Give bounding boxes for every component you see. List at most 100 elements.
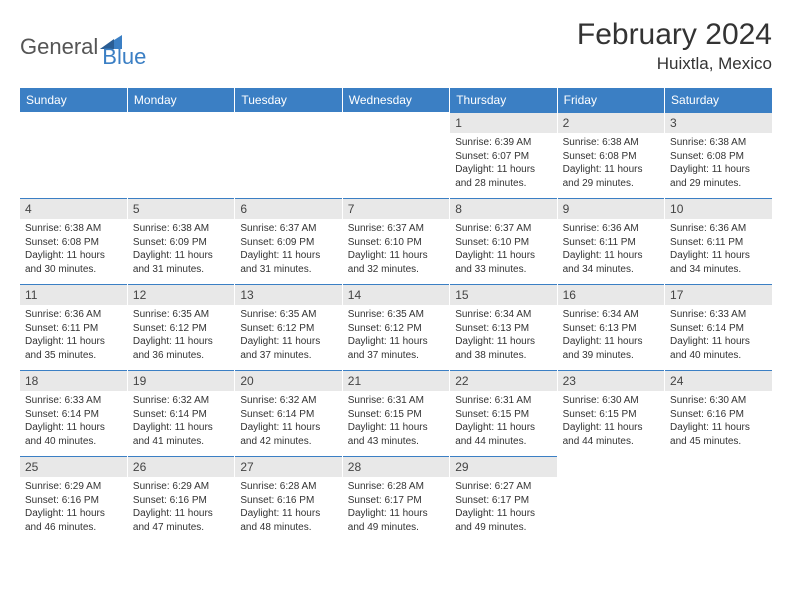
calendar-cell: 15Sunrise: 6:34 AMSunset: 6:13 PMDayligh… bbox=[450, 284, 557, 370]
day-number: 3 bbox=[665, 112, 772, 133]
daylight-line: Daylight: 11 hours and 29 minutes. bbox=[670, 163, 767, 190]
day-details: Sunrise: 6:28 AMSunset: 6:16 PMDaylight:… bbox=[235, 477, 341, 539]
sunset-line: Sunset: 6:08 PM bbox=[670, 150, 767, 164]
day-number: 20 bbox=[235, 370, 341, 391]
calendar-cell: 26Sunrise: 6:29 AMSunset: 6:16 PMDayligh… bbox=[127, 456, 234, 542]
calendar-cell: 12Sunrise: 6:35 AMSunset: 6:12 PMDayligh… bbox=[127, 284, 234, 370]
sunrise-line: Sunrise: 6:39 AM bbox=[455, 136, 551, 150]
day-number: 28 bbox=[343, 456, 449, 477]
calendar-cell: 11Sunrise: 6:36 AMSunset: 6:11 PMDayligh… bbox=[20, 284, 127, 370]
day-number: 29 bbox=[450, 456, 556, 477]
calendar-cell bbox=[665, 456, 772, 542]
day-details: Sunrise: 6:31 AMSunset: 6:15 PMDaylight:… bbox=[450, 391, 556, 453]
sunrise-line: Sunrise: 6:29 AM bbox=[25, 480, 122, 494]
calendar-cell: 7Sunrise: 6:37 AMSunset: 6:10 PMDaylight… bbox=[342, 198, 449, 284]
sunrise-line: Sunrise: 6:28 AM bbox=[240, 480, 336, 494]
sunset-line: Sunset: 6:13 PM bbox=[563, 322, 659, 336]
day-number: 17 bbox=[665, 284, 772, 305]
sunrise-line: Sunrise: 6:37 AM bbox=[348, 222, 444, 236]
day-details: Sunrise: 6:38 AMSunset: 6:08 PMDaylight:… bbox=[20, 219, 127, 281]
day-details: Sunrise: 6:35 AMSunset: 6:12 PMDaylight:… bbox=[235, 305, 341, 367]
day-details: Sunrise: 6:35 AMSunset: 6:12 PMDaylight:… bbox=[128, 305, 234, 367]
calendar-cell: 22Sunrise: 6:31 AMSunset: 6:15 PMDayligh… bbox=[450, 370, 557, 456]
sunrise-line: Sunrise: 6:38 AM bbox=[25, 222, 122, 236]
day-number: 16 bbox=[558, 284, 664, 305]
sunrise-line: Sunrise: 6:36 AM bbox=[25, 308, 122, 322]
day-details: Sunrise: 6:30 AMSunset: 6:16 PMDaylight:… bbox=[665, 391, 772, 453]
header: General Blue February 2024 Huixtla, Mexi… bbox=[20, 18, 772, 74]
sunrise-line: Sunrise: 6:30 AM bbox=[670, 394, 767, 408]
sunrise-line: Sunrise: 6:32 AM bbox=[240, 394, 336, 408]
day-details: Sunrise: 6:31 AMSunset: 6:15 PMDaylight:… bbox=[343, 391, 449, 453]
calendar-cell: 14Sunrise: 6:35 AMSunset: 6:12 PMDayligh… bbox=[342, 284, 449, 370]
weekday-header: Thursday bbox=[450, 88, 557, 112]
daylight-line: Daylight: 11 hours and 40 minutes. bbox=[25, 421, 122, 448]
sunset-line: Sunset: 6:15 PM bbox=[348, 408, 444, 422]
logo-text-general: General bbox=[20, 34, 98, 60]
daylight-line: Daylight: 11 hours and 34 minutes. bbox=[670, 249, 767, 276]
day-details: Sunrise: 6:28 AMSunset: 6:17 PMDaylight:… bbox=[343, 477, 449, 539]
day-number: 21 bbox=[343, 370, 449, 391]
daylight-line: Daylight: 11 hours and 33 minutes. bbox=[455, 249, 551, 276]
daylight-line: Daylight: 11 hours and 37 minutes. bbox=[240, 335, 336, 362]
calendar-row: 18Sunrise: 6:33 AMSunset: 6:14 PMDayligh… bbox=[20, 370, 772, 456]
day-number: 11 bbox=[20, 284, 127, 305]
day-details: Sunrise: 6:29 AMSunset: 6:16 PMDaylight:… bbox=[128, 477, 234, 539]
weekday-header-row: Sunday Monday Tuesday Wednesday Thursday… bbox=[20, 88, 772, 112]
day-details: Sunrise: 6:35 AMSunset: 6:12 PMDaylight:… bbox=[343, 305, 449, 367]
daylight-line: Daylight: 11 hours and 43 minutes. bbox=[348, 421, 444, 448]
daylight-line: Daylight: 11 hours and 47 minutes. bbox=[133, 507, 229, 534]
day-details: Sunrise: 6:38 AMSunset: 6:08 PMDaylight:… bbox=[665, 133, 772, 195]
sunrise-line: Sunrise: 6:34 AM bbox=[455, 308, 551, 322]
day-number: 6 bbox=[235, 198, 341, 219]
sunset-line: Sunset: 6:10 PM bbox=[348, 236, 444, 250]
day-number: 18 bbox=[20, 370, 127, 391]
calendar-cell: 18Sunrise: 6:33 AMSunset: 6:14 PMDayligh… bbox=[20, 370, 127, 456]
day-number: 24 bbox=[665, 370, 772, 391]
daylight-line: Daylight: 11 hours and 30 minutes. bbox=[25, 249, 122, 276]
day-details: Sunrise: 6:33 AMSunset: 6:14 PMDaylight:… bbox=[20, 391, 127, 453]
calendar-body: 1Sunrise: 6:39 AMSunset: 6:07 PMDaylight… bbox=[20, 112, 772, 542]
day-number: 25 bbox=[20, 456, 127, 477]
sunset-line: Sunset: 6:15 PM bbox=[455, 408, 551, 422]
day-details: Sunrise: 6:29 AMSunset: 6:16 PMDaylight:… bbox=[20, 477, 127, 539]
day-details: Sunrise: 6:39 AMSunset: 6:07 PMDaylight:… bbox=[450, 133, 556, 195]
sunset-line: Sunset: 6:09 PM bbox=[240, 236, 336, 250]
calendar-cell: 2Sunrise: 6:38 AMSunset: 6:08 PMDaylight… bbox=[557, 112, 664, 198]
day-details: Sunrise: 6:32 AMSunset: 6:14 PMDaylight:… bbox=[235, 391, 341, 453]
sunrise-line: Sunrise: 6:29 AM bbox=[133, 480, 229, 494]
calendar-row: 1Sunrise: 6:39 AMSunset: 6:07 PMDaylight… bbox=[20, 112, 772, 198]
calendar-cell: 10Sunrise: 6:36 AMSunset: 6:11 PMDayligh… bbox=[665, 198, 772, 284]
sunrise-line: Sunrise: 6:38 AM bbox=[670, 136, 767, 150]
day-number: 27 bbox=[235, 456, 341, 477]
daylight-line: Daylight: 11 hours and 36 minutes. bbox=[133, 335, 229, 362]
day-details: Sunrise: 6:38 AMSunset: 6:08 PMDaylight:… bbox=[558, 133, 664, 195]
daylight-line: Daylight: 11 hours and 38 minutes. bbox=[455, 335, 551, 362]
calendar-cell: 6Sunrise: 6:37 AMSunset: 6:09 PMDaylight… bbox=[235, 198, 342, 284]
sunset-line: Sunset: 6:11 PM bbox=[563, 236, 659, 250]
sunset-line: Sunset: 6:16 PM bbox=[25, 494, 122, 508]
sunset-line: Sunset: 6:16 PM bbox=[670, 408, 767, 422]
day-details: Sunrise: 6:38 AMSunset: 6:09 PMDaylight:… bbox=[128, 219, 234, 281]
sunrise-line: Sunrise: 6:38 AM bbox=[133, 222, 229, 236]
sunrise-line: Sunrise: 6:35 AM bbox=[133, 308, 229, 322]
day-details: Sunrise: 6:30 AMSunset: 6:15 PMDaylight:… bbox=[558, 391, 664, 453]
calendar-cell: 20Sunrise: 6:32 AMSunset: 6:14 PMDayligh… bbox=[235, 370, 342, 456]
daylight-line: Daylight: 11 hours and 48 minutes. bbox=[240, 507, 336, 534]
day-number: 7 bbox=[343, 198, 449, 219]
day-number: 19 bbox=[128, 370, 234, 391]
location-subtitle: Huixtla, Mexico bbox=[577, 54, 772, 74]
sunset-line: Sunset: 6:09 PM bbox=[133, 236, 229, 250]
day-number: 23 bbox=[558, 370, 664, 391]
day-details: Sunrise: 6:37 AMSunset: 6:10 PMDaylight:… bbox=[343, 219, 449, 281]
calendar-cell: 1Sunrise: 6:39 AMSunset: 6:07 PMDaylight… bbox=[450, 112, 557, 198]
day-number: 14 bbox=[343, 284, 449, 305]
daylight-line: Daylight: 11 hours and 31 minutes. bbox=[240, 249, 336, 276]
calendar-cell: 25Sunrise: 6:29 AMSunset: 6:16 PMDayligh… bbox=[20, 456, 127, 542]
sunset-line: Sunset: 6:16 PM bbox=[240, 494, 336, 508]
sunrise-line: Sunrise: 6:27 AM bbox=[455, 480, 551, 494]
weekday-header: Wednesday bbox=[342, 88, 449, 112]
sunrise-line: Sunrise: 6:31 AM bbox=[455, 394, 551, 408]
day-number: 9 bbox=[558, 198, 664, 219]
calendar-cell bbox=[342, 112, 449, 198]
